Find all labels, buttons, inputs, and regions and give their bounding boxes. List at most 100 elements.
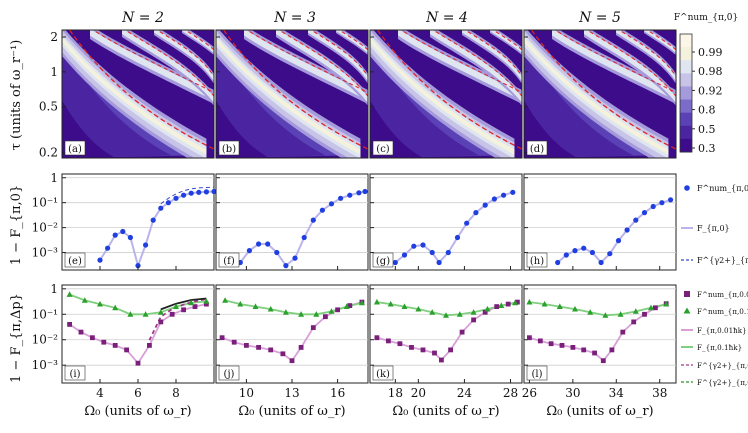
heatmap-band-high bbox=[62, 34, 207, 158]
data-point-square bbox=[347, 303, 353, 308]
middle-frame bbox=[61, 173, 215, 271]
legend-label: F_{π,0.1ħk} bbox=[697, 343, 742, 352]
data-point-square bbox=[397, 341, 403, 347]
dashed-curve-2 bbox=[246, 30, 368, 94]
heatmap-stripe-4-inner bbox=[336, 30, 368, 54]
data-point-square bbox=[420, 347, 426, 353]
data-point-square bbox=[323, 314, 328, 320]
data-point-triangle bbox=[415, 305, 422, 312]
data-point bbox=[203, 189, 209, 195]
data-point bbox=[589, 249, 595, 256]
data-point bbox=[598, 259, 604, 266]
data-point bbox=[158, 205, 164, 211]
heatmap-stripe-3-outer bbox=[308, 30, 368, 85]
heatmap-stripe-1-inner bbox=[552, 30, 676, 101]
middle-panel-2: (f) bbox=[215, 173, 369, 271]
data-point-square bbox=[609, 347, 615, 353]
data-point-square bbox=[219, 335, 225, 341]
data-point-triangle bbox=[648, 304, 654, 311]
x-tick-label: 13 bbox=[284, 386, 299, 400]
x-axis-label: Ω₀ (units of ω_r) bbox=[546, 404, 653, 419]
data-point-triangle bbox=[526, 298, 533, 305]
dashed-curve-4 bbox=[156, 30, 214, 78]
colorbar: F^num_{π,0} 0.99 0.98 0.92 0.8 0.5 0.3 bbox=[674, 13, 738, 155]
data-point-triangle bbox=[443, 312, 449, 318]
data-point-triangle bbox=[512, 299, 519, 306]
theory-curve bbox=[99, 190, 215, 269]
data-point-triangle bbox=[587, 309, 594, 315]
data-point bbox=[319, 207, 325, 213]
data-point bbox=[401, 252, 408, 258]
x-tick-label: 10 bbox=[239, 386, 254, 400]
heatmap-stripe-4-outer bbox=[644, 30, 676, 56]
heatmap-panel-4: (d) bbox=[523, 29, 677, 159]
x-axis-label: Ω₀ (units of ω_r) bbox=[392, 404, 499, 419]
data-point bbox=[188, 190, 194, 196]
panel-label: (c) bbox=[376, 144, 390, 155]
bottom-panel-4: 26 30 34 38 Ω₀ (units of ω_r) (l) bbox=[522, 284, 677, 419]
data-point-triangle bbox=[237, 300, 244, 307]
data-point bbox=[181, 192, 187, 198]
data-point-square bbox=[559, 343, 565, 348]
heatmap-band-peak bbox=[524, 37, 669, 155]
data-point-square bbox=[592, 350, 597, 356]
x-tick-label: 34 bbox=[609, 386, 625, 400]
heatmap-stripe-2-inner bbox=[584, 30, 676, 103]
heatmap-stripe-2-outer bbox=[276, 30, 368, 106]
x-tick-label: 8 bbox=[172, 386, 180, 400]
dashed-curve-4 bbox=[618, 30, 676, 78]
panel-label: (e) bbox=[68, 256, 82, 267]
data-point-square bbox=[620, 329, 626, 335]
data-point-triangle bbox=[66, 291, 73, 297]
bottom-panel-1: 1 10⁻¹ 10⁻² 10⁻³ 4 6 8 Ω₀ (units of ω_r) (i) bbox=[32, 282, 215, 419]
data-point-square bbox=[374, 335, 380, 341]
heatmap-stripe-3-inner bbox=[462, 30, 522, 82]
data-point-triangle bbox=[470, 309, 477, 315]
panel-label-box bbox=[526, 365, 548, 381]
panel-label: (j) bbox=[224, 369, 235, 380]
legend-label: F_{π,0.01ħk} bbox=[697, 326, 747, 335]
colorbar-title: F^num_{π,0} bbox=[674, 13, 738, 23]
data-point-triangle bbox=[222, 297, 229, 303]
data-point-square bbox=[280, 351, 286, 357]
heatmap-stripe-3-inner bbox=[308, 30, 368, 82]
data-point-square bbox=[482, 309, 488, 315]
data-point bbox=[641, 210, 648, 216]
data-point bbox=[633, 217, 639, 223]
data-point-square bbox=[310, 325, 316, 330]
data-point-triangle bbox=[632, 308, 639, 314]
data-point bbox=[392, 259, 398, 266]
data-point bbox=[659, 200, 665, 206]
data-point bbox=[274, 249, 280, 256]
top-ylabel: τ (units of ω_r⁻¹) bbox=[9, 40, 24, 151]
data-point-square bbox=[90, 335, 95, 341]
data-point-square bbox=[570, 345, 576, 350]
data-point-square bbox=[642, 311, 647, 317]
x-tick-label: 4 bbox=[96, 386, 104, 400]
data-point-square bbox=[204, 301, 209, 307]
dashed-curve-4 bbox=[310, 30, 368, 78]
heatmap-stripe-3-outer bbox=[616, 30, 676, 85]
legend-marker-triangle bbox=[683, 307, 691, 314]
colorbar-tick-label: 0.98 bbox=[698, 65, 723, 78]
y-tick-label: 0.5 bbox=[39, 100, 58, 114]
x-tick-label: 28 bbox=[503, 386, 518, 400]
panel-label-box bbox=[526, 140, 548, 156]
data-point bbox=[120, 228, 126, 235]
data-point bbox=[473, 210, 479, 216]
data-point bbox=[436, 259, 442, 266]
panel-label: (i) bbox=[69, 369, 80, 380]
data-point-triangle bbox=[157, 309, 164, 315]
heatmap-stripe-2-inner bbox=[430, 30, 522, 103]
x-tick-label: 24 bbox=[457, 386, 473, 400]
data-point-square bbox=[505, 301, 511, 307]
data-point bbox=[362, 188, 368, 195]
dashed-curve-2 bbox=[92, 30, 214, 94]
heatmap-stripe-1-inner bbox=[244, 30, 368, 101]
data-point bbox=[135, 263, 141, 269]
data-point-triangle bbox=[617, 311, 624, 317]
heatmap-stripe-1-inner bbox=[90, 30, 214, 101]
data-point bbox=[429, 249, 435, 256]
x-axis-label: Ω₀ (units of ω_r) bbox=[238, 404, 345, 419]
middle-frame bbox=[215, 173, 369, 271]
